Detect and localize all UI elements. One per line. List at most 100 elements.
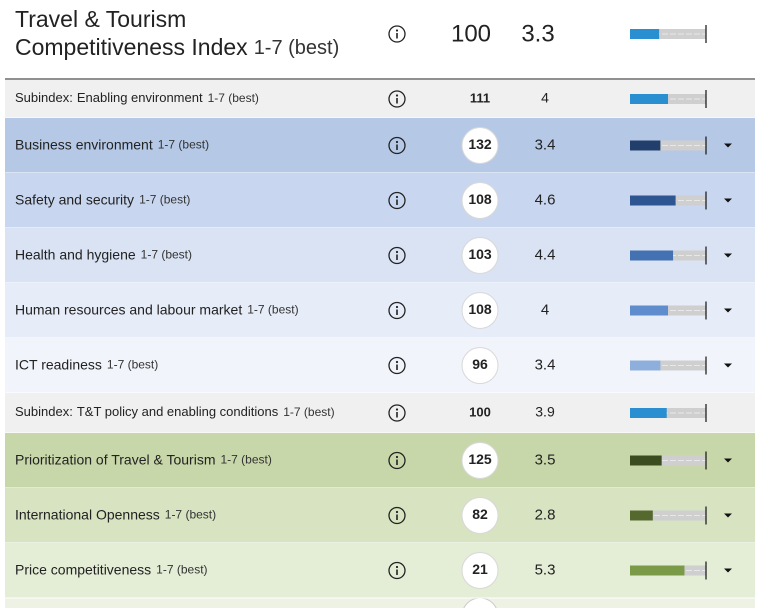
header-background (5, 0, 755, 79)
rank-circle (461, 237, 499, 274)
info-icon[interactable] (388, 246, 406, 265)
rank-circle (461, 127, 499, 164)
rank-circle (461, 292, 499, 329)
pillar-rank: 96 (472, 356, 488, 372)
subindex-rank: 111 (470, 90, 490, 105)
score-bar (630, 29, 660, 39)
subindex-rank: 100 (469, 404, 491, 419)
score-bar (630, 565, 685, 576)
pillar-rank: 108 (468, 301, 492, 317)
info-dot (395, 305, 399, 309)
rank-circle (461, 497, 499, 534)
row-unit: 1-7 (best) (220, 453, 271, 467)
info-icon[interactable] (388, 561, 406, 580)
row-label: Business environment 1-7 (best) (15, 136, 209, 152)
info-dot (395, 565, 399, 569)
expand-arrow[interactable] (724, 253, 732, 258)
score-bar (630, 94, 668, 104)
row-name: International Openness (15, 506, 160, 522)
score-bar (630, 408, 667, 418)
row-label: ICT readiness 1-7 (best) (15, 356, 158, 372)
pillar-score: 3.4 (535, 136, 556, 153)
pillar-rank: 82 (472, 506, 488, 522)
subindex-prefix: Subindex: (15, 90, 73, 105)
rank-circle (461, 347, 499, 384)
info-icon[interactable] (388, 25, 406, 43)
row-unit: 1-7 (best) (247, 303, 298, 317)
expand-arrow[interactable] (724, 458, 732, 463)
row-unit: 1-7 (best) (139, 193, 190, 207)
score-bar (630, 360, 661, 371)
info-dot (395, 455, 399, 459)
info-dot (395, 360, 399, 364)
row-unit: 1-7 (best) (165, 508, 216, 522)
row-name: Health and hygiene (15, 246, 136, 262)
row-name: ICT readiness (15, 356, 102, 372)
row-unit: 1-7 (best) (158, 138, 209, 152)
row-name: Human resources and labour market (15, 301, 242, 317)
header-title: Travel & Tourism (15, 6, 186, 32)
pillar-score: 4 (541, 301, 549, 318)
row-label: International Openness 1-7 (best) (15, 506, 216, 522)
header-score: 3.3 (521, 20, 554, 47)
rank-circle (461, 182, 499, 219)
score-bar (630, 305, 668, 316)
pillar-rank: 132 (468, 136, 492, 152)
expand-arrow[interactable] (724, 513, 732, 518)
expand-arrow[interactable] (724, 363, 732, 368)
rank-circle (461, 442, 499, 479)
info-icon[interactable] (388, 506, 406, 525)
row-unit: 1-7 (best) (141, 248, 192, 262)
pillar-score: 4.4 (535, 246, 556, 263)
score-bar (630, 510, 653, 521)
info-dot (395, 250, 399, 254)
row-label: Safety and security 1-7 (best) (15, 191, 190, 207)
row-label: Health and hygiene 1-7 (best) (15, 246, 192, 262)
info-icon[interactable] (388, 90, 406, 108)
row-name: Prioritization of Travel & Tourism (15, 451, 215, 467)
row-name: T&T policy and enabling conditions (77, 404, 279, 419)
pillar-score: 3.5 (535, 451, 556, 468)
info-icon[interactable] (388, 136, 406, 155)
pillar-rank: 21 (472, 561, 488, 577)
pillar-rank: 103 (468, 246, 492, 262)
info-dot (395, 94, 399, 97)
pillar-rank: 125 (468, 451, 492, 467)
subindex-score: 4 (541, 90, 549, 106)
pillar-rank: 108 (468, 191, 492, 207)
expand-arrow[interactable] (724, 143, 732, 148)
info-icon[interactable] (388, 191, 406, 210)
score-bar (630, 140, 661, 151)
info-icon[interactable] (388, 451, 406, 470)
row-unit: 1-7 (best) (156, 563, 207, 577)
info-dot (395, 140, 399, 144)
expand-arrow[interactable] (724, 308, 732, 313)
info-icon[interactable] (388, 301, 406, 320)
info-dot (395, 195, 399, 199)
info-icon[interactable] (388, 404, 406, 422)
row-name: Safety and security (15, 191, 134, 207)
expand-arrow[interactable] (724, 198, 732, 203)
score-bar (630, 195, 676, 206)
info-dot (395, 29, 399, 32)
row-name: Price competitiveness (15, 561, 151, 577)
row-name: Enabling environment (77, 90, 203, 105)
pillar-score: 5.3 (535, 561, 556, 578)
score-bar (630, 250, 674, 261)
info-dot (395, 510, 399, 514)
row-unit: 1-7 (best) (208, 91, 259, 105)
expand-arrow[interactable] (724, 568, 732, 573)
info-icon[interactable] (388, 356, 406, 375)
next-row (5, 598, 755, 608)
info-dot (395, 408, 399, 411)
header-title: Competitiveness Index 1-7 (best) (15, 34, 339, 60)
pillar-score: 3.4 (535, 356, 556, 373)
header-rank: 100 (451, 20, 491, 47)
subindex-score: 3.9 (535, 404, 555, 420)
row-name: Business environment (15, 136, 153, 152)
row-label: Prioritization of Travel & Tourism 1-7 (b… (15, 451, 272, 467)
row-unit: 1-7 (best) (107, 358, 158, 372)
subindex-prefix: Subindex: (15, 404, 73, 419)
header-unit: 1-7 (best) (254, 37, 340, 59)
